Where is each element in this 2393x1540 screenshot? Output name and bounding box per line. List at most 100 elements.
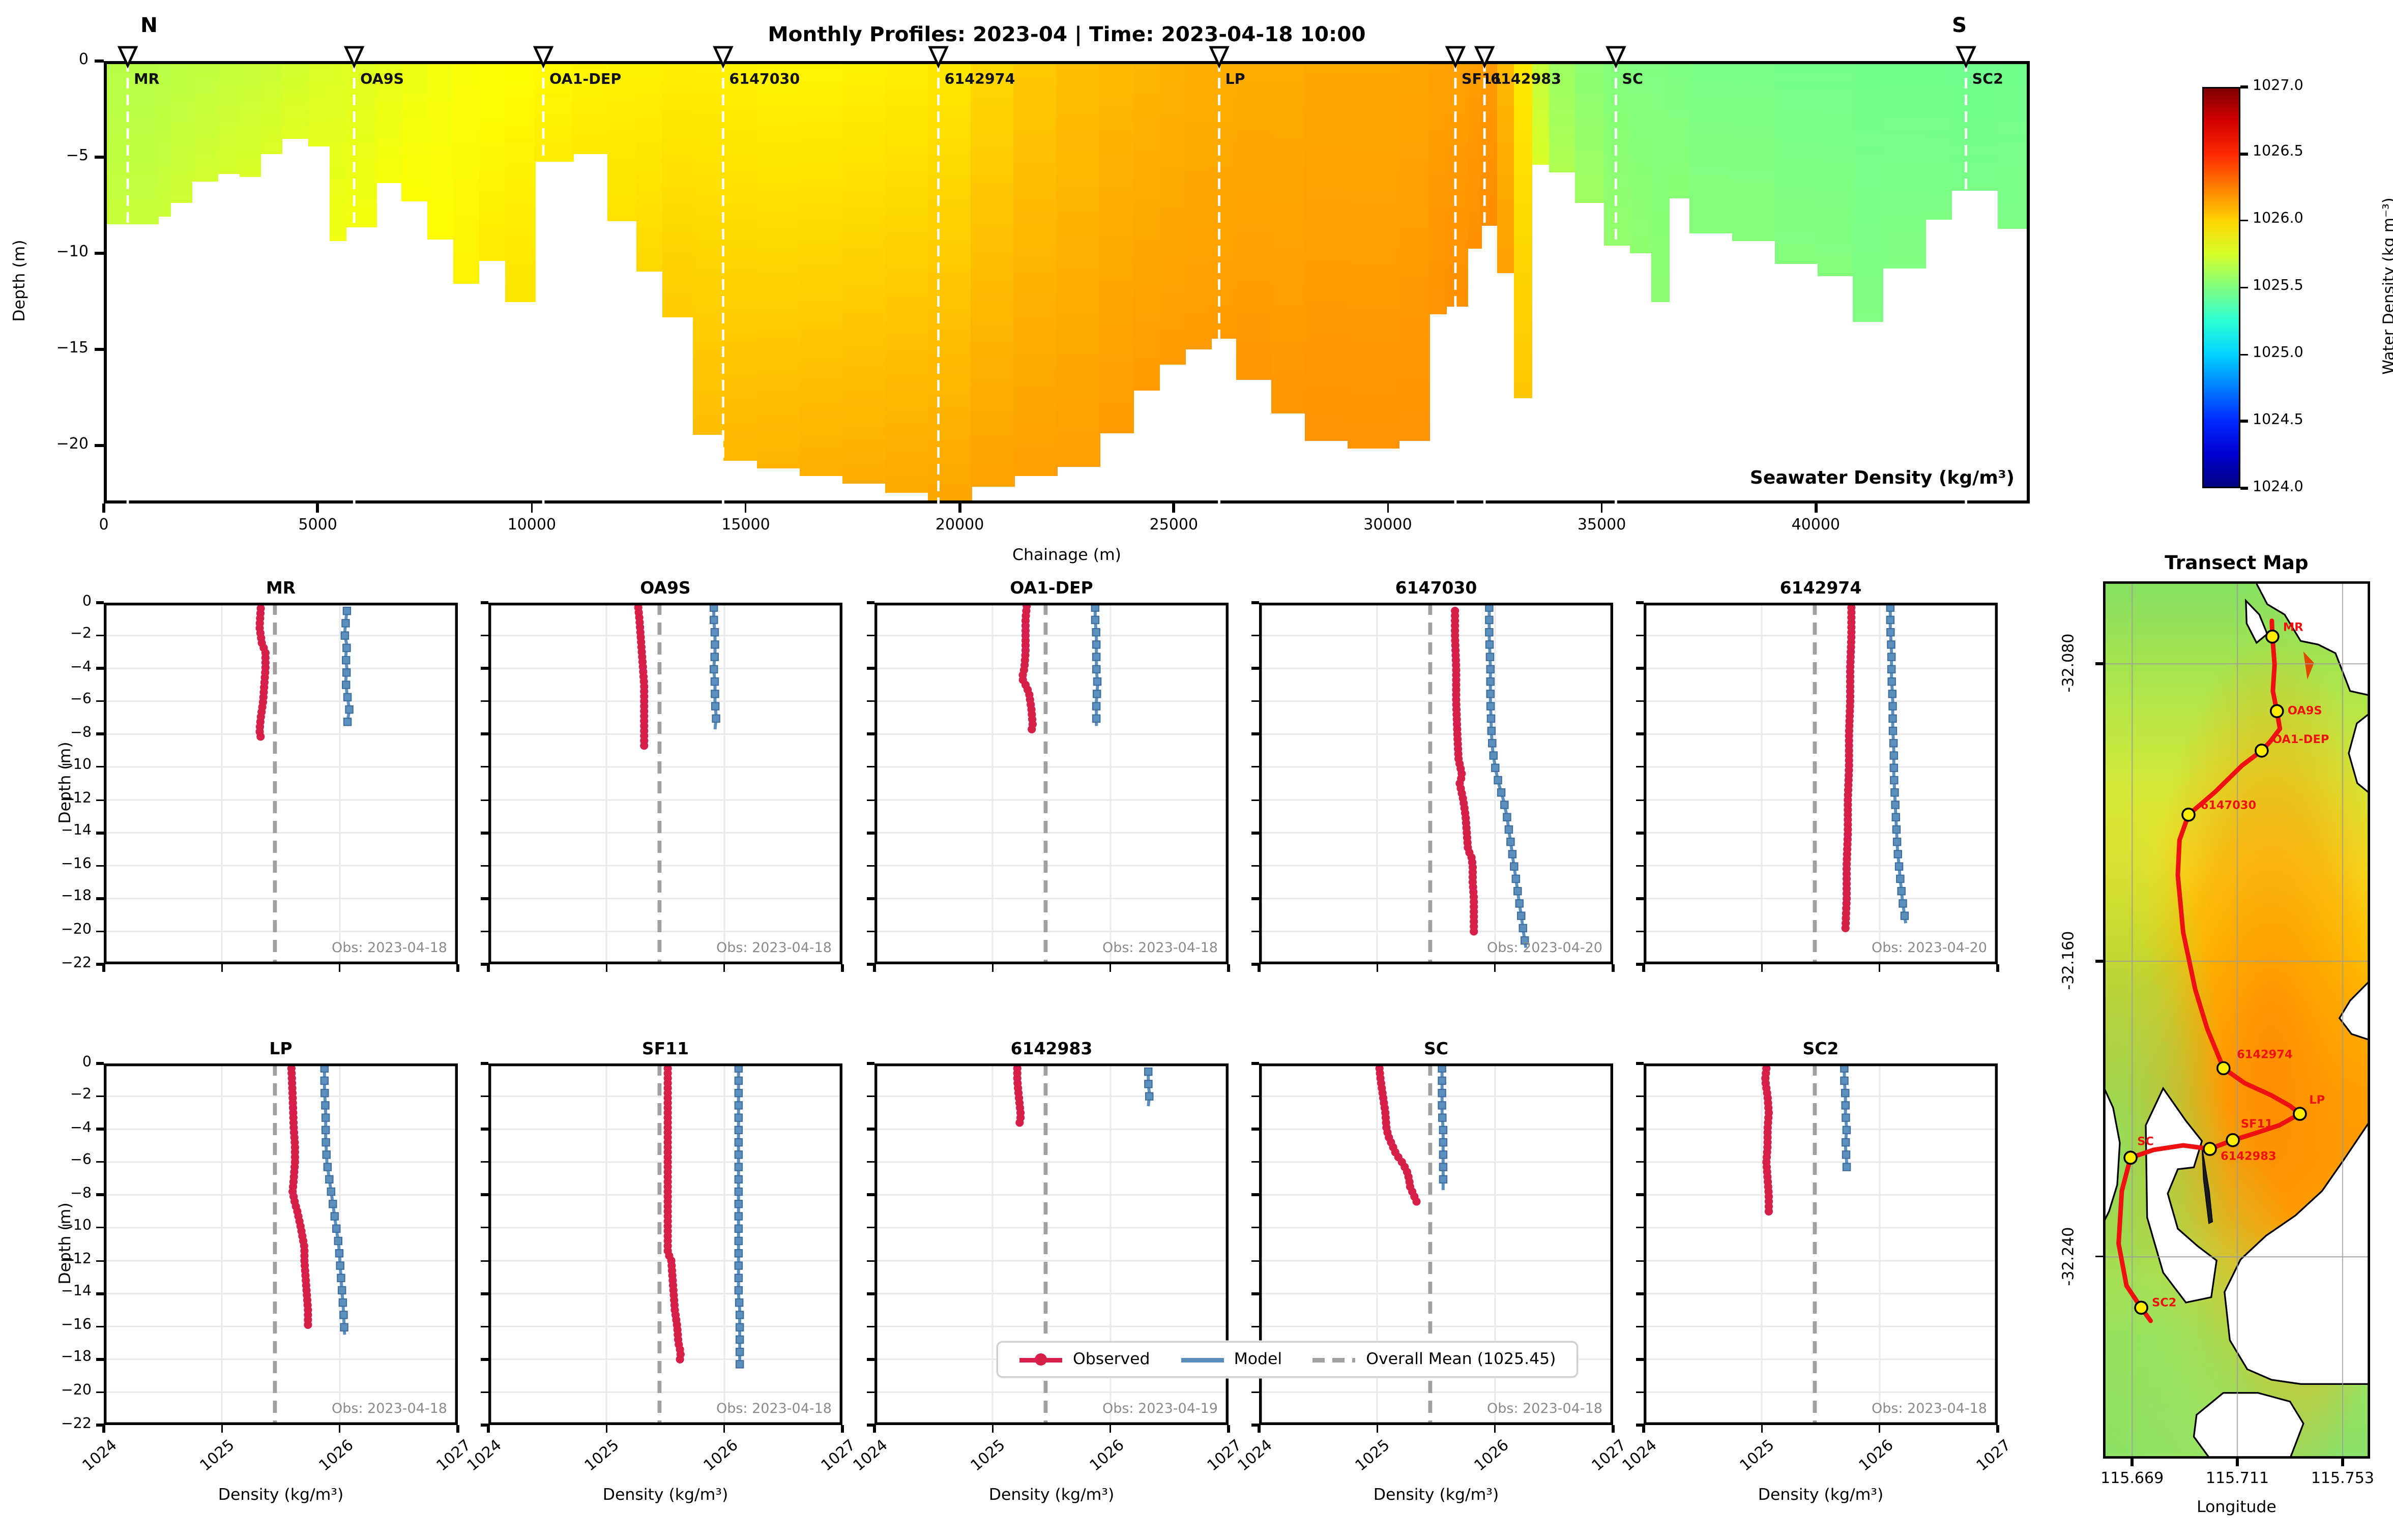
subplot-ytick: [1636, 1128, 1644, 1131]
model-marker: [1841, 1138, 1850, 1147]
subplot-ytick: [1251, 1391, 1259, 1394]
subplot-xtick: [1642, 964, 1645, 972]
subplot-ytick: [481, 667, 488, 670]
subplot-ytick: [96, 1227, 104, 1229]
observed-marker: [1028, 725, 1036, 733]
subplot-ytick: [1636, 1424, 1644, 1427]
subplot-xtick-label: 1025: [1353, 1437, 1394, 1475]
model-marker: [1887, 640, 1895, 649]
subplot-xtick: [873, 1425, 876, 1433]
subplot-ytick-label: −12: [61, 1251, 92, 1268]
model-marker: [1486, 702, 1495, 710]
model-marker: [337, 1274, 345, 1283]
density-column: [885, 64, 929, 493]
model-marker: [1091, 615, 1100, 625]
north-label: N: [140, 14, 158, 38]
model-marker: [1494, 776, 1502, 785]
model-marker: [1508, 850, 1517, 858]
subplot-xtick: [1227, 1425, 1230, 1433]
map-station-label-MR: MR: [2283, 620, 2303, 634]
density-column: [1882, 64, 1927, 268]
south-label: S: [1952, 14, 1967, 38]
subplot-ytick: [481, 798, 488, 801]
colorbar-tick: [2240, 420, 2248, 423]
station-label-LP: LP: [1225, 71, 1245, 87]
subplot-xtick: [1642, 1425, 1645, 1433]
map-station-marker-SC2: [2134, 1300, 2148, 1315]
subplot-ytick: [481, 700, 488, 702]
station-label-SC: SC: [1622, 71, 1643, 87]
density-column: [504, 64, 536, 303]
model-marker: [342, 668, 351, 677]
model-marker: [734, 1175, 743, 1184]
station-marker-icon: [117, 46, 138, 69]
density-column: [756, 64, 801, 468]
subplot-xtick: [723, 1425, 726, 1433]
subplot-ytick: [96, 634, 104, 637]
subplot-ytick: [867, 1358, 874, 1360]
map-frame: [2103, 581, 2370, 1459]
y-tick: [95, 252, 104, 255]
subplot-ytick: [481, 1358, 488, 1360]
model-marker: [1891, 813, 1901, 822]
land-bottom-right: [2224, 1119, 2370, 1385]
model-marker: [734, 1274, 743, 1283]
subplot-ytick: [1636, 1095, 1644, 1098]
model-line: [1147, 1072, 1151, 1107]
subplot-xtick: [873, 964, 876, 972]
profile-plot-6142974: Obs: 2023-04-20: [1644, 603, 1998, 964]
density-column: [260, 64, 283, 155]
density-column: [1852, 64, 1884, 322]
subplot-ytick: [1251, 1325, 1259, 1328]
subplot-ytick: [96, 897, 104, 900]
subplot-ytick: [481, 832, 488, 834]
subplot-ytick: [481, 634, 488, 637]
subplot-ytick: [96, 798, 104, 801]
subplot-ytick: [481, 1325, 488, 1328]
model-marker: [734, 1138, 743, 1147]
model-marker: [1486, 677, 1495, 686]
model-marker: [1485, 640, 1494, 649]
subplot-frame: [1644, 603, 1998, 964]
y-tick: [95, 60, 104, 63]
subplot-ytick: [867, 864, 874, 867]
y-tick-label: −10: [56, 243, 89, 260]
subplot-ytick: [867, 832, 874, 834]
subplot-xtick: [220, 1425, 223, 1433]
observed-marker: [1015, 1118, 1024, 1127]
observed-marker: [1841, 924, 1850, 932]
subplot-ytick: [867, 700, 874, 702]
land-bottom: [2193, 1392, 2304, 1459]
x-tick: [531, 504, 533, 513]
x-tick-label: 20000: [935, 517, 984, 534]
subplot-title-LP: LP: [269, 1039, 293, 1059]
subplot-xtick: [102, 964, 105, 972]
y-tick-label: −15: [56, 339, 89, 357]
subplot-ytick: [867, 1161, 874, 1163]
density-column: [329, 64, 347, 241]
model-marker: [321, 1101, 330, 1110]
subplot-xtick: [605, 964, 608, 972]
subplot-xtick-label: 1027: [1589, 1437, 1630, 1475]
subplot-ytick: [96, 1194, 104, 1196]
density-column: [692, 64, 724, 436]
profiles-xlabel: Density (kg/m³): [988, 1486, 1115, 1504]
subplot-xtick: [841, 1425, 844, 1433]
station-label-6142983: 6142983: [1491, 71, 1561, 87]
density-column: [1574, 64, 1606, 203]
legend-observed-label: Observed: [1073, 1350, 1150, 1369]
model-marker: [1899, 899, 1907, 908]
model-marker: [321, 1126, 330, 1135]
subplot-ytick-label: −18: [61, 889, 92, 906]
density-column: [1604, 64, 1631, 245]
subplot-ytick: [1251, 798, 1259, 801]
figure-title: Monthly Profiles: 2023-04 | Time: 2023-0…: [768, 23, 1366, 47]
map-title: Transect Map: [2165, 551, 2309, 574]
subplot-xtick: [1258, 1425, 1261, 1433]
map-xtick-label: 115.669: [2100, 1471, 2164, 1488]
density-column: [479, 64, 506, 260]
model-marker: [1504, 825, 1513, 834]
model-marker: [1891, 801, 1900, 809]
station-marker-icon: [1209, 46, 1230, 69]
density-column: [1304, 64, 1349, 441]
